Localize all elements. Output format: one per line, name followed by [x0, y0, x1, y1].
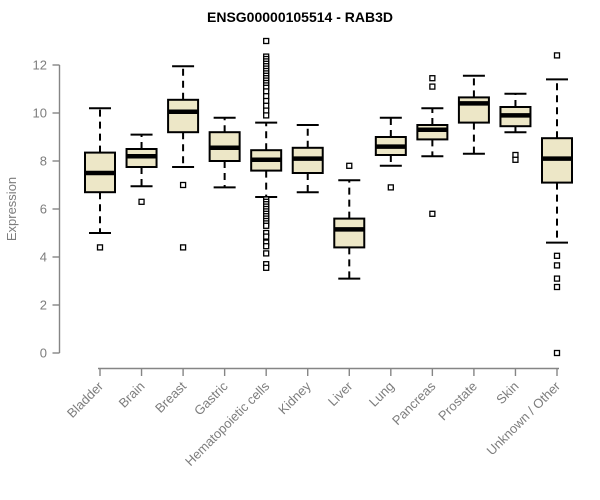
outlier-point [553, 275, 561, 282]
x-tick-label-kidney: Kidney [275, 378, 314, 417]
y-tick-label: 12 [33, 58, 47, 73]
x-tick-label-gastric: Gastric [191, 378, 231, 418]
outlier-point [138, 198, 145, 205]
boxplot-pancreas [416, 75, 449, 217]
iqr-box [333, 217, 366, 249]
boxplot-kidney [291, 124, 324, 194]
chart-title: ENSG00000105514 - RAB3D [207, 9, 393, 25]
y-tick-label: 0 [40, 346, 47, 361]
y-tick-label: 8 [40, 154, 47, 169]
y-tick-label: 2 [40, 298, 47, 313]
outlier-point [96, 244, 104, 251]
outlier-point [429, 210, 436, 217]
outlier-point [263, 250, 270, 257]
outlier-point [553, 349, 561, 357]
outlier-point [387, 184, 394, 191]
outlier-point [553, 262, 561, 269]
x-tick-label-breast: Breast [152, 378, 189, 415]
iqr-box [167, 98, 200, 134]
outlier-point [553, 283, 561, 291]
outlier-point [263, 243, 270, 250]
x-tick-label-pancreas: Pancreas [389, 378, 439, 428]
x-tick-label-lung: Lung [366, 379, 397, 410]
outlier-point [263, 233, 270, 240]
boxplot-liver [333, 162, 366, 280]
iqr-box [416, 124, 449, 141]
boxplot-skin [499, 92, 532, 163]
boxplot-unknown-other [541, 52, 573, 357]
outlier-point [179, 181, 187, 189]
x-tick-label-skin: Skin [493, 379, 521, 407]
outlier-point [429, 75, 436, 82]
x-tick-label-liver: Liver [325, 378, 356, 409]
boxplot-brain [125, 133, 158, 205]
outlier-point [346, 162, 353, 169]
x-tick-label-bladder: Bladder [64, 378, 107, 421]
y-axis: 0 2 4 6 8 10 12 [33, 58, 61, 361]
outlier-point [263, 264, 270, 271]
boxplot-lung [374, 116, 407, 191]
x-tick-label-prostate: Prostate [435, 379, 480, 424]
boxplot-hematopoietic-cells [250, 37, 283, 271]
outlier-point [263, 222, 270, 229]
outlier-point [429, 83, 436, 90]
boxplot-breast [167, 65, 200, 251]
boxplot-series [84, 37, 573, 357]
boxplot-prostate [457, 74, 490, 155]
outlier-point [553, 52, 561, 59]
outlier-point [512, 156, 519, 163]
y-tick-label: 6 [40, 202, 47, 217]
y-tick-label: 4 [40, 250, 47, 265]
outlier-point [553, 252, 561, 259]
x-tick-label-brain: Brain [116, 379, 148, 411]
outlier-point [263, 112, 270, 119]
y-tick-label: 10 [33, 106, 47, 121]
outlier-point [263, 37, 270, 45]
boxplot-gastric [208, 116, 241, 189]
x-tick-label-unknown-other: Unknown / Other [484, 378, 564, 458]
y-axis-title: Expression [4, 177, 19, 241]
boxplot-bladder [84, 107, 116, 251]
outlier-point [179, 244, 187, 251]
